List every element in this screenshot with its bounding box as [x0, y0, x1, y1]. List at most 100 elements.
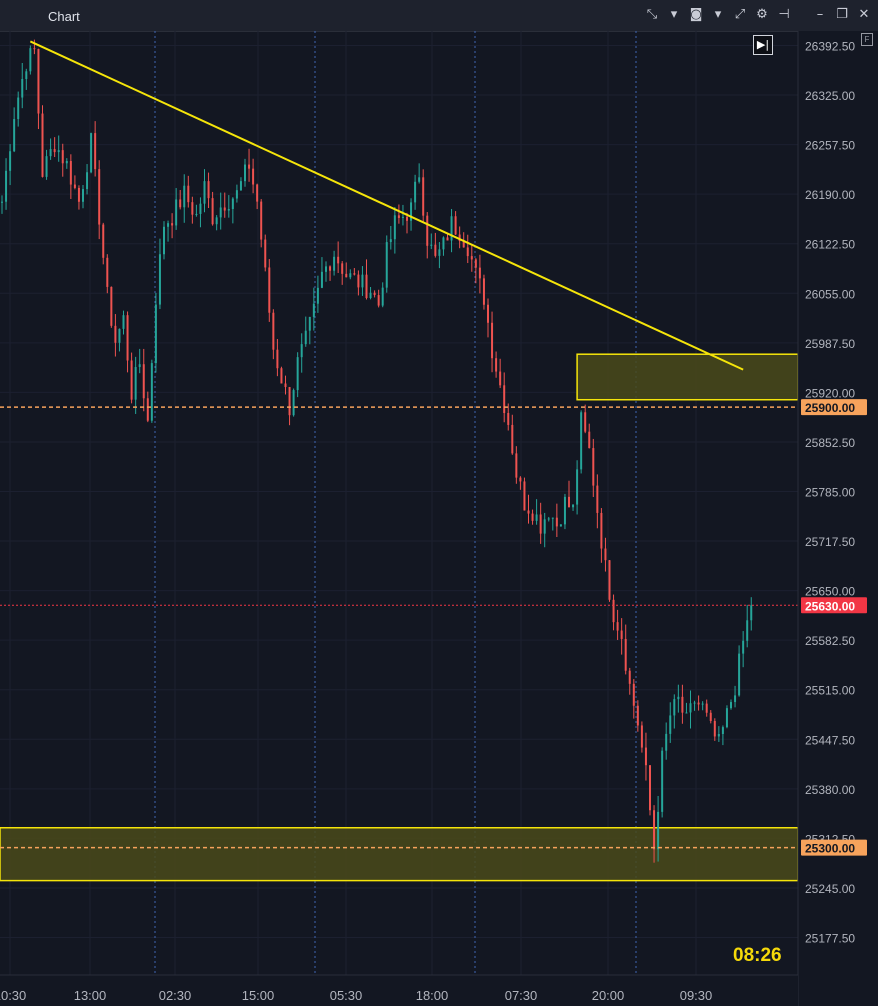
- candle-body: [539, 514, 542, 534]
- candle-body: [580, 412, 583, 470]
- candle-body: [709, 712, 712, 721]
- candle-body: [491, 322, 494, 359]
- candle-body: [750, 605, 753, 621]
- candle-body: [543, 519, 546, 534]
- candle-body: [325, 266, 327, 272]
- candle-body: [482, 278, 485, 305]
- candle-body: [685, 712, 688, 714]
- price-tick-label: 26325.00: [805, 89, 855, 103]
- candle-body: [689, 703, 692, 713]
- candle-body: [191, 202, 194, 215]
- time-tick-label: 07:30: [505, 988, 538, 1003]
- time-tick-label: 13:00: [74, 988, 107, 1003]
- candle-body: [158, 254, 161, 305]
- candle-body: [596, 485, 599, 513]
- price-tick-label: 26392.50: [805, 40, 855, 54]
- candle-body: [215, 217, 218, 225]
- candle-body: [616, 622, 619, 631]
- dropdown-icon[interactable]: ▾: [714, 7, 722, 22]
- price-chart[interactable]: 26392.50 26325.00 26257.50 26190.00 26122.50…: [0, 31, 878, 1006]
- restore-icon[interactable]: ❐: [836, 7, 848, 22]
- candle-body: [163, 226, 165, 255]
- candle-body: [114, 325, 117, 343]
- session-dividers: [154, 31, 637, 975]
- camera-icon[interactable]: ◙: [689, 7, 703, 22]
- candle-body: [507, 413, 510, 425]
- candle-body: [102, 224, 105, 258]
- price-tick-label: 25920.00: [805, 386, 855, 400]
- candle-body: [90, 133, 93, 173]
- candle-body: [268, 267, 271, 313]
- candle-body: [414, 181, 417, 203]
- candle-body: [478, 267, 481, 279]
- candle-body: [584, 412, 587, 432]
- candle-body: [337, 256, 340, 264]
- scroll-to-realtime-button[interactable]: ▶|: [753, 35, 773, 55]
- candle-body: [385, 242, 388, 288]
- candle-body: [612, 599, 615, 623]
- candle-body: [636, 705, 639, 726]
- candle-body: [69, 161, 72, 185]
- candle-body: [640, 725, 643, 748]
- price-tick-label: 25380.00: [805, 783, 855, 797]
- candle-body: [150, 363, 153, 421]
- close-icon[interactable]: ✕: [858, 7, 870, 22]
- candlesticks: [1, 39, 753, 863]
- candle-body: [231, 198, 234, 210]
- candle-body: [195, 213, 198, 215]
- candle-body: [397, 215, 400, 218]
- candle-body: [503, 385, 506, 414]
- candle-body: [511, 424, 514, 454]
- price-tick-label: 26122.50: [805, 238, 855, 252]
- candle-body: [470, 256, 473, 260]
- price-tick-label: 26257.50: [805, 139, 855, 153]
- collapse-icon[interactable]: ⤡: [646, 7, 658, 22]
- candle-body: [746, 620, 749, 641]
- candle-body: [252, 168, 255, 185]
- candle-body: [33, 48, 36, 50]
- window-title: Chart: [48, 9, 80, 24]
- candle-body: [697, 702, 700, 705]
- candle-body: [122, 315, 125, 329]
- candle-body: [13, 119, 16, 152]
- candle-body: [167, 223, 170, 227]
- candle-body: [110, 286, 113, 326]
- candle-body: [410, 202, 413, 221]
- candle-body: [401, 216, 404, 218]
- candle-body: [495, 358, 498, 372]
- candle-body: [462, 241, 465, 248]
- chart-grid: [0, 31, 798, 975]
- candle-body: [725, 708, 728, 728]
- candle-body: [292, 390, 295, 416]
- candle-body: [175, 199, 178, 226]
- candle-body: [134, 367, 137, 400]
- candle-body: [219, 207, 222, 218]
- candle-body: [551, 517, 554, 519]
- candle-body: [329, 266, 332, 271]
- dropdown-icon[interactable]: ▾: [670, 7, 678, 22]
- candle-body: [657, 811, 660, 850]
- candle-body: [25, 71, 28, 80]
- support-resistance-zones: [0, 353, 799, 882]
- candle-body: [673, 699, 676, 716]
- time-tick-label: 05:30: [330, 988, 363, 1003]
- pin-icon[interactable]: ⊣: [778, 7, 790, 22]
- price-axis-bg: [798, 31, 878, 1006]
- candle-body: [438, 249, 441, 256]
- candle-body: [179, 199, 182, 208]
- fullscreen-icon[interactable]: ⤢: [734, 7, 746, 22]
- gear-icon[interactable]: ⚙: [756, 7, 768, 22]
- candle-body: [284, 383, 287, 388]
- price-tick-label: 26055.00: [805, 287, 855, 301]
- minimize-icon[interactable]: –: [816, 7, 824, 22]
- candle-body: [713, 720, 716, 737]
- auto-scale-badge[interactable]: F: [861, 33, 873, 46]
- candle-body: [65, 161, 68, 164]
- candle-body: [98, 169, 101, 225]
- candle-body: [146, 398, 149, 421]
- candle-body: [628, 670, 631, 684]
- candle-body: [126, 315, 129, 361]
- candle-body: [600, 512, 603, 549]
- candle-body: [369, 292, 372, 299]
- candle-body: [106, 257, 109, 287]
